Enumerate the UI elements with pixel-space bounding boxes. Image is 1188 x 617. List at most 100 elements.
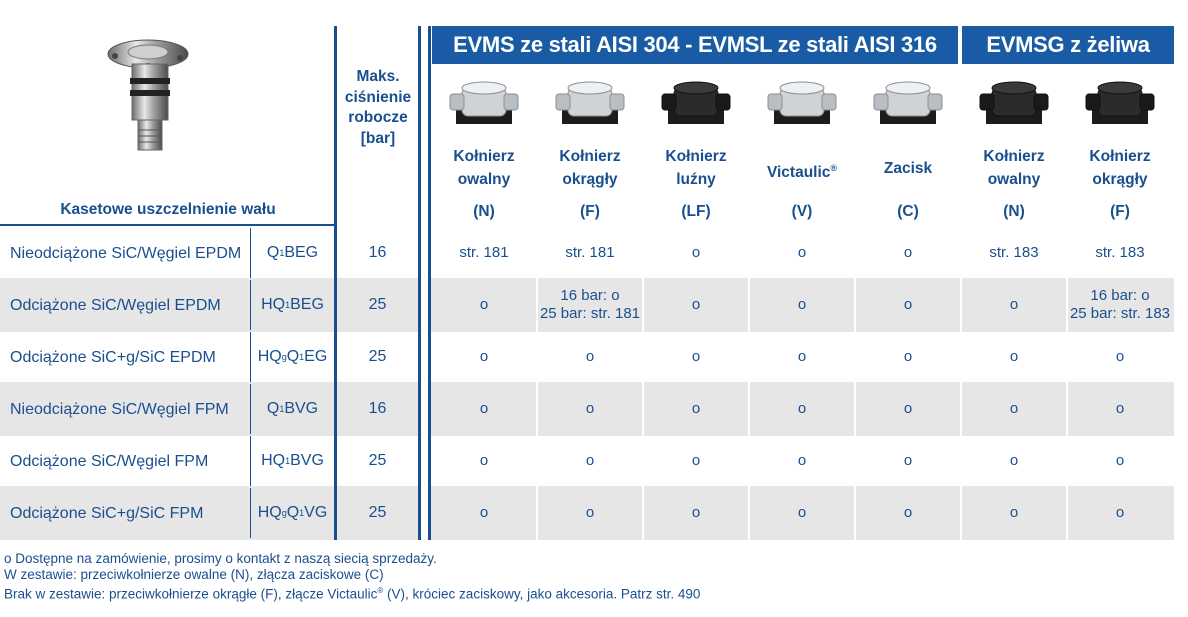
code-subscript: 1 (299, 508, 305, 518)
cell-line: o (585, 504, 595, 521)
availability-cell: o (538, 384, 642, 434)
seal-name: Odciążone SiC/Węgiel EPDM (10, 296, 221, 314)
pressure-header: Maks. ciśnienie robocze [bar] (336, 67, 420, 149)
seal-code: HQ g Q 1 EG (251, 332, 334, 382)
seal-title: Kasetowe uszczelnienie wału (60, 201, 276, 218)
availability-cell: o (538, 332, 642, 382)
cell-line: o (903, 296, 913, 313)
cell-line: o (585, 400, 595, 417)
availability-cell: o (538, 488, 642, 538)
max-pressure: 16 (368, 400, 387, 417)
availability-cell: o (432, 332, 536, 382)
footnote-3-part: Brak w zestawie: przeciwkołnierze okrągł… (4, 586, 378, 602)
availability-cell: o (750, 228, 854, 278)
cell-line: o (585, 452, 595, 469)
cell-line: o (479, 452, 489, 469)
availability-cell: str. 183 (1068, 228, 1172, 278)
column-header-text: Victaulic (766, 164, 831, 182)
code-subscript: 1 (299, 352, 305, 362)
availability-cell: o (644, 332, 748, 382)
code-part: BVG (290, 452, 324, 469)
cell-line: o (479, 400, 489, 417)
pump-housing-image (978, 74, 1050, 130)
column-header-line: Kołnierz (962, 145, 1066, 168)
cell-line: str. 181 (459, 244, 509, 261)
group-header-evmsg: EVMSG z żeliwa (962, 26, 1174, 64)
code-part: BEG (284, 244, 319, 261)
column-divider (536, 66, 538, 540)
availability-cell: o (962, 280, 1066, 330)
code-part: HQ (257, 348, 282, 365)
cell-line: o (479, 348, 489, 365)
cell-line: o (1009, 452, 1019, 469)
cell-line: o (903, 504, 913, 521)
cell-line: o (903, 400, 913, 417)
pump-housing-image (660, 74, 732, 130)
cell-line: o (1115, 452, 1125, 469)
footnote-2: W zestawie: przeciwkołnierze owalne (N),… (4, 567, 384, 582)
code-part: EG (304, 348, 328, 365)
column-header-line: Kołnierz (1068, 145, 1172, 168)
pump-housing-image (1084, 74, 1156, 130)
pressure-header-line: ciśnienie (344, 88, 412, 106)
availability-cell: o (750, 488, 854, 538)
availability-cell: o (962, 332, 1066, 382)
column-header-text: Kołnierz (665, 148, 727, 165)
code-part: BVG (284, 400, 319, 417)
cell-line: o (1115, 400, 1125, 417)
cell-line: o (797, 400, 807, 417)
availability-cell: o (644, 488, 748, 538)
divider (250, 228, 251, 278)
registered-mark: ® (830, 163, 838, 173)
code-subscript: 1 (279, 248, 285, 258)
availability-cell: 16 bar: o 25 bar: str. 181 (538, 280, 642, 330)
availability-cell: o (1068, 436, 1172, 486)
cell-line: 16 bar: o (1090, 287, 1150, 304)
column-header-line: owalny (457, 171, 511, 188)
code-subscript: 1 (285, 300, 291, 310)
seal-code: HQ g Q 1 VG (251, 488, 334, 538)
column-header-text: Kołnierz (453, 148, 515, 165)
cell-line: o (797, 296, 807, 313)
cell-line: o (691, 400, 701, 417)
code-part: Q (266, 244, 280, 261)
availability-cell: str. 183 (962, 228, 1066, 278)
cell-line: o (903, 348, 913, 365)
seal-name: Nieodciążone SiC/Węgiel FPM (10, 400, 229, 418)
availability-cell: o (1068, 384, 1172, 434)
availability-cell: o (1068, 332, 1172, 382)
availability-cell: o (856, 280, 960, 330)
row-background (0, 382, 334, 436)
code-subscript: 1 (285, 456, 291, 466)
cell-line: o (691, 504, 701, 521)
availability-cell: o (1068, 488, 1172, 538)
cell-line: 25 bar: str. 183 (1069, 305, 1171, 322)
availability-cell: o (750, 436, 854, 486)
cell-line: str. 183 (1095, 244, 1145, 261)
pressure-header-line: Maks. (356, 68, 400, 85)
max-pressure: 16 (368, 244, 387, 261)
availability-cell: o (962, 436, 1066, 486)
availability-cell: o (856, 332, 960, 382)
pump-housing-image (554, 74, 626, 130)
code-subscript: g (281, 352, 287, 362)
availability-cell: o (750, 384, 854, 434)
code-subscript: g (281, 508, 287, 518)
divider (334, 26, 337, 540)
availability-cell: o (644, 228, 748, 278)
column-header-line: okrągły (1092, 171, 1148, 188)
pressure-header-line: [bar] (360, 129, 396, 147)
max-pressure: 25 (368, 348, 387, 365)
column-header: Kołnierz luźny (644, 145, 748, 191)
row-background (337, 278, 418, 332)
cell-line: o (797, 504, 807, 521)
seal-code: HQ 1 BVG (251, 436, 334, 486)
cell-line: o (903, 452, 913, 469)
column-header: Kołnierz owalny (432, 145, 536, 191)
seal-code: HQ 1 BEG (251, 280, 334, 330)
divider (0, 224, 336, 226)
column-header-line: Kołnierz (644, 145, 748, 168)
pump-housing-image (872, 74, 944, 130)
seal-name: Odciążone SiC+g/SiC EPDM (10, 348, 216, 366)
divider (428, 26, 431, 540)
